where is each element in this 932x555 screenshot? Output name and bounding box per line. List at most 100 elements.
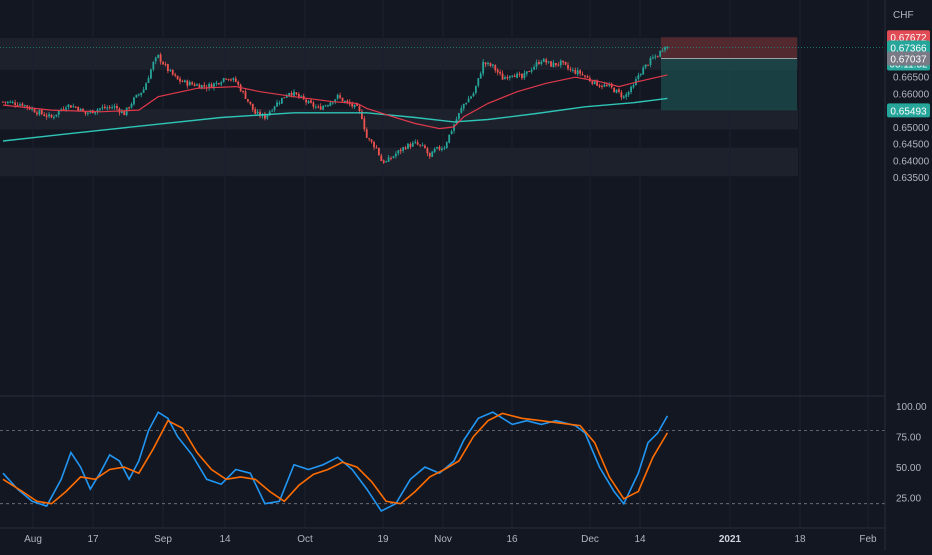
candle-down[interactable] — [43, 114, 46, 116]
candle-up[interactable] — [608, 84, 611, 86]
candle-up[interactable] — [661, 50, 664, 52]
candle-up[interactable] — [140, 92, 143, 96]
candle-up[interactable] — [142, 89, 145, 93]
candle-up[interactable] — [94, 111, 97, 114]
candle-up[interactable] — [331, 102, 334, 104]
candle-down[interactable] — [538, 61, 540, 65]
candle-up[interactable] — [491, 64, 494, 66]
candle-down[interactable] — [36, 112, 38, 115]
candle-up[interactable] — [327, 105, 329, 107]
candle-up[interactable] — [145, 83, 147, 90]
candle-up[interactable] — [183, 80, 186, 83]
candle-up[interactable] — [421, 145, 424, 147]
candle-down[interactable] — [254, 109, 257, 114]
candle-up[interactable] — [23, 105, 26, 107]
candle-down[interactable] — [382, 160, 385, 163]
candle-up[interactable] — [154, 57, 157, 62]
candle-up[interactable] — [552, 62, 555, 68]
candle-up[interactable] — [336, 94, 339, 99]
candle-up[interactable] — [266, 114, 269, 119]
candle-down[interactable] — [346, 100, 349, 103]
candle-up[interactable] — [470, 96, 472, 99]
candle-up[interactable] — [135, 94, 138, 98]
candle-down[interactable] — [62, 109, 65, 111]
candle-down[interactable] — [564, 62, 567, 65]
candle-down[interactable] — [404, 147, 407, 149]
candle-up[interactable] — [448, 134, 451, 143]
candle-up[interactable] — [215, 82, 218, 84]
candle-up[interactable] — [540, 61, 543, 64]
candle-down[interactable] — [380, 155, 383, 162]
candle-down[interactable] — [363, 118, 366, 130]
candle-down[interactable] — [484, 62, 487, 65]
candle-up[interactable] — [467, 98, 470, 103]
candle-down[interactable] — [601, 86, 603, 88]
candle-up[interactable] — [79, 108, 82, 112]
candle-up[interactable] — [630, 86, 632, 92]
candle-down[interactable] — [230, 79, 232, 81]
candle-up[interactable] — [576, 70, 579, 75]
candle-up[interactable] — [504, 77, 506, 80]
candle-up[interactable] — [307, 100, 310, 103]
candle-down[interactable] — [193, 84, 196, 86]
candle-down[interactable] — [77, 106, 80, 111]
candle-down[interactable] — [428, 152, 431, 157]
candle-up[interactable] — [232, 78, 235, 80]
candle-down[interactable] — [312, 102, 315, 107]
candle-down[interactable] — [368, 138, 371, 140]
candle-up[interactable] — [639, 74, 642, 76]
candle-down[interactable] — [424, 145, 426, 149]
candle-up[interactable] — [508, 76, 511, 78]
candle-down[interactable] — [579, 70, 582, 74]
candle-up[interactable] — [472, 93, 475, 97]
candle-up[interactable] — [31, 108, 33, 110]
candle-up[interactable] — [441, 148, 443, 151]
candle-up[interactable] — [276, 102, 278, 107]
candle-down[interactable] — [167, 64, 169, 72]
candle-up[interactable] — [450, 130, 453, 135]
candle-up[interactable] — [99, 108, 101, 110]
candle-up[interactable] — [414, 141, 417, 143]
candle-down[interactable] — [45, 115, 48, 117]
candle-up[interactable] — [147, 78, 150, 83]
candle-up[interactable] — [387, 157, 390, 162]
candle-down[interactable] — [33, 109, 36, 113]
candle-up[interactable] — [324, 105, 327, 107]
candle-up[interactable] — [431, 151, 434, 157]
candle-down[interactable] — [82, 109, 84, 112]
candle-down[interactable] — [186, 80, 189, 86]
candle-up[interactable] — [547, 61, 550, 63]
long-short-position-tool[interactable] — [0, 37, 885, 111]
candle-up[interactable] — [465, 102, 468, 105]
candle-up[interactable] — [443, 147, 446, 149]
candle-down[interactable] — [399, 149, 402, 152]
candle-down[interactable] — [264, 113, 266, 119]
candle-down[interactable] — [191, 82, 194, 85]
candle-up[interactable] — [654, 56, 657, 58]
candle-up[interactable] — [516, 73, 518, 78]
candle-down[interactable] — [244, 91, 247, 99]
candle-down[interactable] — [390, 158, 392, 160]
candle-up[interactable] — [288, 92, 291, 96]
candle-down[interactable] — [356, 103, 358, 106]
candle-down[interactable] — [647, 64, 649, 66]
candle-up[interactable] — [627, 92, 630, 95]
candle-up[interactable] — [120, 110, 123, 113]
candle-down[interactable] — [179, 78, 181, 82]
candle-up[interactable] — [278, 102, 281, 104]
candle-down[interactable] — [545, 59, 548, 63]
candle-up[interactable] — [511, 75, 514, 77]
candle-down[interactable] — [310, 100, 312, 103]
candle-down[interactable] — [550, 61, 552, 67]
candle-up[interactable] — [482, 61, 485, 74]
candle-up[interactable] — [169, 69, 172, 71]
candle-up[interactable] — [392, 156, 395, 158]
candle-up[interactable] — [19, 104, 21, 106]
candle-down[interactable] — [426, 148, 429, 154]
candle-down[interactable] — [14, 102, 17, 105]
candle-down[interactable] — [370, 139, 373, 142]
candle-up[interactable] — [353, 104, 356, 108]
candle-up[interactable] — [9, 101, 12, 103]
candle-down[interactable] — [50, 114, 53, 118]
